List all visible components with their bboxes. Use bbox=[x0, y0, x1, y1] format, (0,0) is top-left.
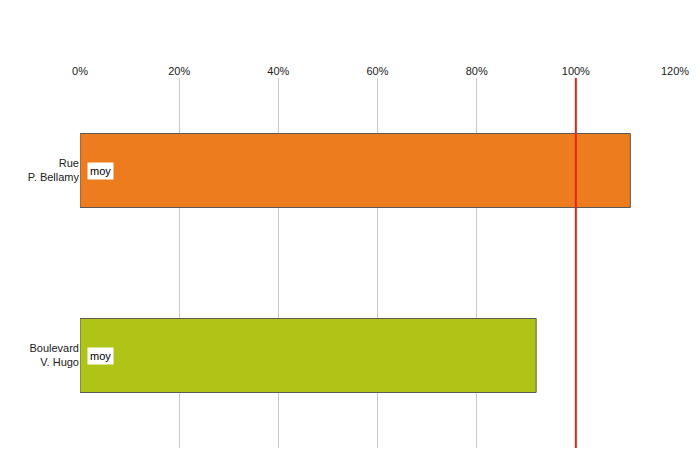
svg-text:100%: 100% bbox=[562, 65, 590, 77]
svg-text:0%: 0% bbox=[72, 65, 88, 77]
svg-text:60%: 60% bbox=[366, 65, 388, 77]
svg-text:BoulevardV. Hugo: BoulevardV. Hugo bbox=[29, 342, 79, 368]
svg-text:moy: moy bbox=[90, 350, 111, 362]
svg-text:120%: 120% bbox=[661, 65, 689, 77]
svg-text:moy: moy bbox=[90, 165, 111, 177]
svg-text:80%: 80% bbox=[466, 65, 488, 77]
svg-text:RueP. Bellamy: RueP. Bellamy bbox=[28, 157, 80, 183]
svg-text:40%: 40% bbox=[267, 65, 289, 77]
svg-text:20%: 20% bbox=[168, 65, 190, 77]
